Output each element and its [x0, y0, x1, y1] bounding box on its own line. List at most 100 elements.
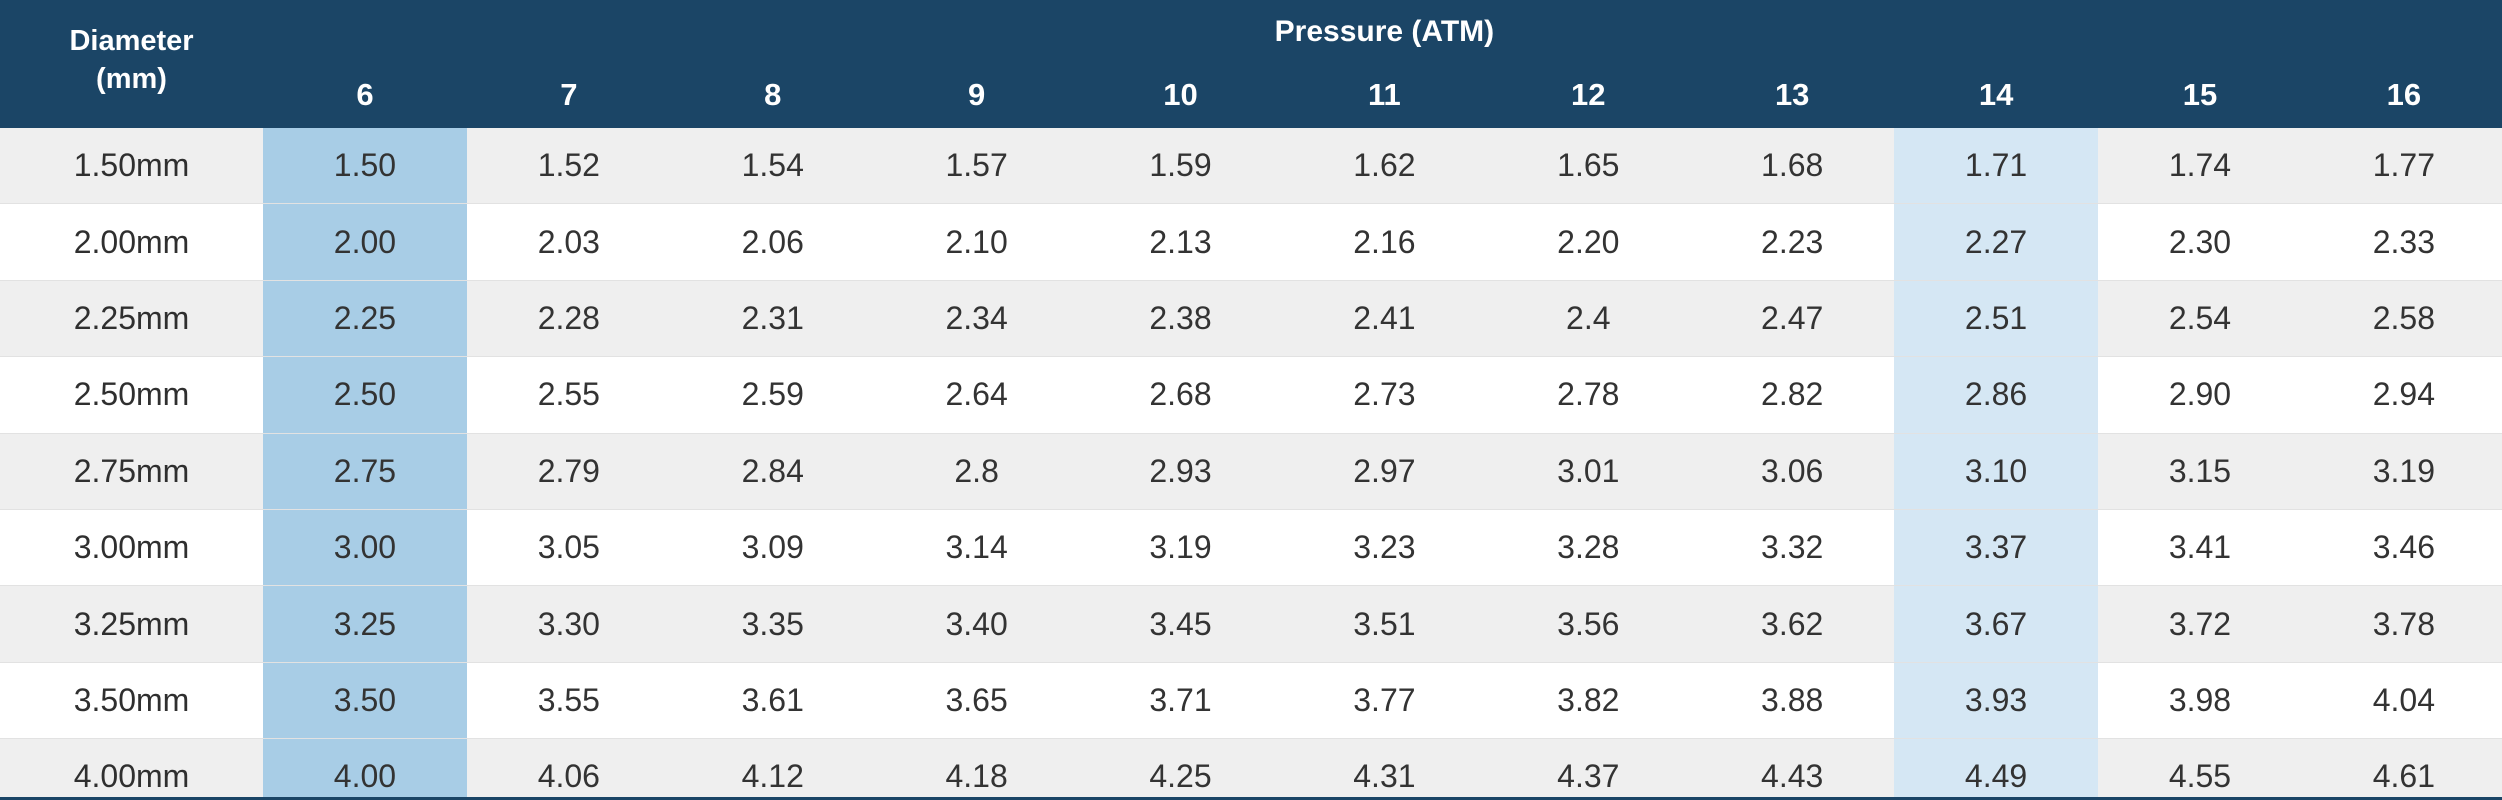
value-cell: 2.64	[874, 356, 1079, 434]
value-cell: 2.34	[874, 280, 1079, 358]
value-cell: 3.40	[874, 585, 1079, 663]
value-cell: 3.46	[2301, 509, 2502, 587]
value-cell: 2.31	[670, 280, 875, 358]
value-cell: 2.97	[1282, 433, 1487, 510]
value-cell: 3.19	[2301, 433, 2502, 510]
value-cell: 4.00	[263, 738, 467, 800]
pressure-values-header-row: 6 7 8 9 10 11 12 13 14 15 16	[0, 62, 2502, 128]
table-row: 3.00mm 3.00 3.05 3.09 3.14 3.19 3.23 3.28 3.32 3.…	[0, 509, 2502, 587]
value-cell: 2.75	[263, 433, 467, 510]
value-cell: 1.71	[1894, 128, 2099, 205]
value-cell: 2.84	[670, 433, 875, 510]
value-cell: 2.25	[263, 280, 467, 358]
value-cell: 3.23	[1282, 509, 1487, 587]
value-cell: 2.59	[670, 356, 875, 434]
value-cell: 1.50	[263, 128, 467, 205]
pressure-header-12: 12	[1486, 62, 1691, 128]
value-cell: 2.00	[263, 203, 467, 281]
value-cell: 2.27	[1894, 203, 2099, 281]
value-cell: 2.8	[874, 433, 1079, 510]
value-cell: 2.55	[466, 356, 671, 434]
value-cell: 3.15	[2098, 433, 2302, 510]
diameter-cell: 3.00mm	[0, 509, 263, 587]
value-cell: 4.06	[466, 738, 671, 800]
value-cell: 2.30	[2098, 203, 2302, 281]
value-cell: 2.13	[1078, 203, 1283, 281]
value-cell: 2.82	[1690, 356, 1895, 434]
value-cell: 3.37	[1894, 509, 2099, 587]
value-cell: 3.77	[1282, 662, 1487, 740]
value-cell: 2.86	[1894, 356, 2099, 434]
value-cell: 1.54	[670, 128, 875, 205]
value-cell: 3.50	[263, 662, 467, 740]
diameter-column-header: Diameter (mm)	[0, 0, 263, 128]
value-cell: 2.41	[1282, 280, 1487, 358]
value-cell: 3.19	[1078, 509, 1283, 587]
value-cell: 3.06	[1690, 433, 1895, 510]
value-cell: 3.62	[1690, 585, 1895, 663]
value-cell: 1.77	[2301, 128, 2502, 205]
value-cell: 3.72	[2098, 585, 2302, 663]
pressure-header-11: 11	[1282, 62, 1487, 128]
value-cell: 2.90	[2098, 356, 2302, 434]
value-cell: 3.93	[1894, 662, 2099, 740]
value-cell: 1.68	[1690, 128, 1895, 205]
value-cell: 3.55	[466, 662, 671, 740]
value-cell: 4.37	[1486, 738, 1691, 800]
pressure-header-6: 6	[263, 62, 467, 128]
table-row: 2.75mm 2.75 2.79 2.84 2.8 2.93 2.97 3.01 3.06 3.1…	[0, 433, 2502, 510]
value-cell: 2.03	[466, 203, 671, 281]
value-cell: 2.50	[263, 356, 467, 434]
value-cell: 2.4	[1486, 280, 1691, 358]
table-row: 2.25mm 2.25 2.28 2.31 2.34 2.38 2.41 2.4 2.47 2.5…	[0, 280, 2502, 358]
pressure-header-13: 13	[1690, 62, 1895, 128]
value-cell: 3.61	[670, 662, 875, 740]
value-cell: 1.59	[1078, 128, 1283, 205]
value-cell: 3.32	[1690, 509, 1895, 587]
value-cell: 3.45	[1078, 585, 1283, 663]
value-cell: 4.43	[1690, 738, 1895, 800]
table-row: 3.25mm 3.25 3.30 3.35 3.40 3.45 3.51 3.56 3.62 3.…	[0, 585, 2502, 663]
value-cell: 2.10	[874, 203, 1079, 281]
table-row: 1.50mm 1.50 1.52 1.54 1.57 1.59 1.62 1.65 1.68 1.…	[0, 128, 2502, 205]
value-cell: 4.49	[1894, 738, 2099, 800]
table-bottom-border	[0, 797, 2502, 800]
value-cell: 3.09	[670, 509, 875, 587]
value-cell: 4.61	[2301, 738, 2502, 800]
pressure-header-10: 10	[1078, 62, 1283, 128]
value-cell: 2.79	[466, 433, 671, 510]
value-cell: 3.14	[874, 509, 1079, 587]
pressure-header-14: 14	[1894, 62, 2099, 128]
value-cell: 4.31	[1282, 738, 1487, 800]
diameter-cell: 3.25mm	[0, 585, 263, 663]
diameter-cell: 2.25mm	[0, 280, 263, 358]
value-cell: 2.93	[1078, 433, 1283, 510]
pressure-header-15: 15	[2098, 62, 2302, 128]
value-cell: 3.25	[263, 585, 467, 663]
value-cell: 3.51	[1282, 585, 1487, 663]
diameter-header-line2: (mm)	[96, 63, 167, 95]
value-cell: 4.25	[1078, 738, 1283, 800]
diameter-header-line1: Diameter	[69, 25, 194, 57]
value-cell: 2.51	[1894, 280, 2099, 358]
value-cell: 1.62	[1282, 128, 1487, 205]
value-cell: 3.78	[2301, 585, 2502, 663]
value-cell: 2.06	[670, 203, 875, 281]
pressure-header-title: Pressure (ATM)	[263, 0, 2502, 63]
diameter-cell: 3.50mm	[0, 662, 263, 740]
header-row-top: Diameter (mm) Pressure (ATM)	[0, 0, 2502, 128]
table-header: Diameter (mm) Pressure (ATM) 6 7 8 9 10 11 12 1…	[0, 0, 2502, 128]
value-cell: 2.68	[1078, 356, 1283, 434]
value-cell: 1.52	[466, 128, 671, 205]
value-cell: 3.82	[1486, 662, 1691, 740]
value-cell: 3.00	[263, 509, 467, 587]
value-cell: 3.05	[466, 509, 671, 587]
value-cell: 3.35	[670, 585, 875, 663]
pressure-header-7: 7	[466, 62, 671, 128]
value-cell: 4.04	[2301, 662, 2502, 740]
value-cell: 2.16	[1282, 203, 1487, 281]
value-cell: 2.28	[466, 280, 671, 358]
value-cell: 3.67	[1894, 585, 2099, 663]
